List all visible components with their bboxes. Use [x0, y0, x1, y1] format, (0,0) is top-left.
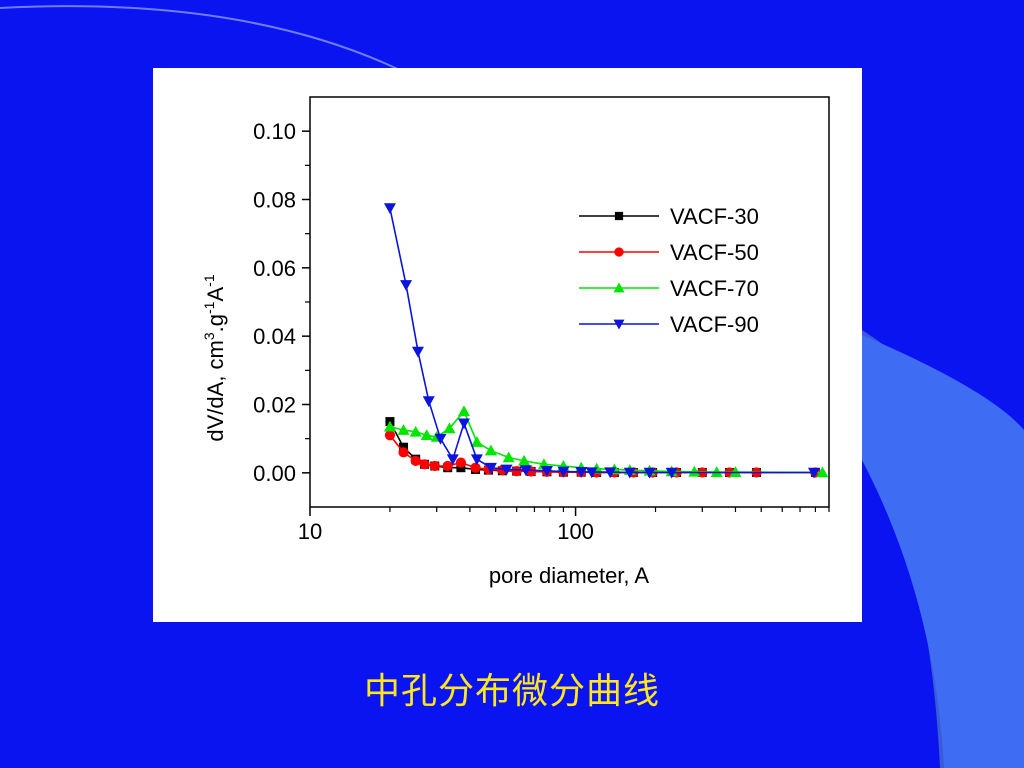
legend: VACF-30 VACF-50 VACF-70 VACF-90 [579, 204, 759, 337]
plot-frame [309, 96, 830, 508]
data-point [816, 466, 829, 478]
data-point [511, 466, 522, 477]
data-point [710, 466, 723, 477]
data-point [470, 462, 481, 473]
plot-border [309, 96, 830, 508]
legend-marker [613, 282, 625, 293]
legend-marker [614, 211, 624, 221]
data-point [502, 451, 515, 463]
data-point [429, 460, 440, 472]
data-point [665, 467, 678, 479]
y-tick-label: 0.06 [253, 256, 296, 281]
data-point [557, 466, 570, 478]
y-tick-label: 0.08 [253, 188, 296, 213]
data-point [623, 467, 636, 479]
data-point [397, 424, 410, 435]
legend-item: VACF-90 [579, 312, 759, 337]
legend-item: VACF-50 [579, 240, 759, 265]
legend-marker [614, 247, 624, 257]
data-point [484, 444, 497, 456]
data-point [457, 418, 470, 430]
data-point [540, 465, 553, 477]
data-point [398, 447, 409, 458]
x-tick-label: 10 [298, 519, 322, 544]
data-point [443, 422, 456, 434]
data-point [383, 420, 396, 432]
y-tick-label: 0.02 [253, 393, 296, 418]
data-point [455, 457, 467, 468]
legend-label: VACF-70 [670, 276, 759, 301]
x-tick-label: 100 [557, 519, 594, 544]
data-point [411, 346, 424, 358]
data-point [470, 436, 483, 447]
legend-item: VACF-70 [579, 276, 759, 301]
data-point [500, 464, 513, 476]
legend-marker [613, 319, 625, 330]
data-point [409, 425, 422, 437]
x-axis-title: pore diameter, A [489, 563, 650, 588]
data-point [456, 463, 466, 473]
data-point [518, 454, 531, 466]
data-point [457, 405, 470, 417]
data-point [643, 467, 656, 479]
data-point [604, 467, 617, 479]
top-swoosh-line [0, 5, 411, 76]
slide-caption: 中孔分布微分曲线 [363, 671, 660, 712]
right-swoosh-light [862, 335, 1024, 768]
series-vacf-90 [383, 203, 820, 479]
data-point [807, 467, 820, 479]
axis-ticks: 0.00 0.02 0.04 0.06 0.08 0.10 10 100 [253, 119, 830, 544]
data-point [585, 467, 598, 479]
chart-panel: 0.00 0.02 0.04 0.06 0.08 0.10 10 100 VACF-30 VAC… [153, 68, 862, 622]
legend-label: VACF-50 [670, 240, 759, 265]
data-point [410, 455, 421, 466]
data-point [420, 429, 433, 441]
y-tick-label: 0.00 [253, 461, 296, 486]
data-point [470, 454, 483, 466]
y-tick-label: 0.10 [253, 119, 296, 144]
legend-item: VACF-30 [579, 204, 759, 229]
data-point [442, 460, 453, 472]
legend-label: VACF-90 [670, 312, 759, 337]
data-point [519, 465, 532, 477]
data-point [419, 459, 430, 470]
series-line [389, 409, 823, 474]
data-point [400, 280, 413, 291]
data-point [729, 466, 742, 477]
data-point [575, 467, 588, 478]
data-point [384, 430, 396, 441]
y-axis-title: dV/dA, cm3.g-1A-1 [201, 274, 228, 441]
data-point [434, 433, 447, 445]
data-point [484, 462, 497, 474]
y-tick-label: 0.04 [253, 324, 296, 349]
data-point [399, 442, 409, 452]
data-point [446, 454, 459, 466]
series-layer [383, 203, 829, 479]
legend-label: VACF-30 [670, 204, 759, 229]
data-point [688, 465, 701, 477]
data-point [422, 396, 435, 408]
data-point [383, 203, 396, 215]
